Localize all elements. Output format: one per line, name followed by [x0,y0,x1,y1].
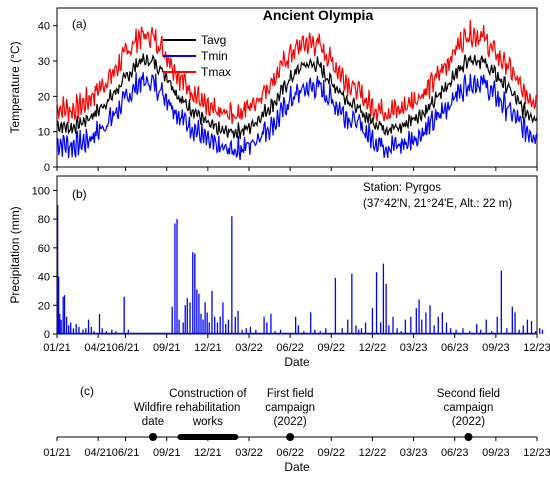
x-tick-label-c: 03/22 [235,447,263,459]
x-tick-label-b: 06/21 [112,342,140,354]
x-tick-label-b: 12/22 [359,342,387,354]
x-tick-label-c: 06/23 [441,447,469,459]
y-axis-title-b: Precipitation (mm) [8,206,22,303]
temperature-panel: 0 10 20 30 40 Temperature (°C) (a) Ancient Olym… [8,7,538,174]
y-tick-label-a: 20 [38,91,50,103]
timeline-panel: 01/21 04/21 06/21 09/21 12/21 03/22 06/22 09/22… [43,384,550,474]
panel-label-c: (c) [80,384,94,398]
series-line-tavg [56,53,538,140]
x-tick-label-c: 12/23 [523,447,550,459]
station-annotation: (37°42'N, 21°24'E, Alt.: 22 m) [363,198,512,210]
event-label: Construction of [169,388,247,400]
event-label: campaign [443,402,493,414]
event-marker [286,433,295,441]
x-tick-label-c: 09/23 [482,447,510,459]
event-label: (2022) [452,416,485,428]
x-tick-label-b: 09/23 [482,342,510,354]
y-tick-label-b: 0 [44,329,50,341]
x-tick-label-b: 06/23 [441,342,469,354]
series-line-tmax [56,20,538,125]
x-tick-label-b: 12/23 [523,342,550,354]
x-tick-label-b: 03/23 [400,342,428,354]
x-tick-label-c: 09/21 [153,447,181,459]
x-tick-label-c: 06/21 [112,447,140,459]
panel-label-b: (b) [72,187,87,201]
x-tick-label-b: 12/21 [194,342,222,354]
x-tick-label-c: 12/22 [359,447,387,459]
legend-label-tavg: Tavg [201,33,226,47]
panel-label-a: (a) [72,17,87,31]
x-tick-label-c: 12/21 [194,447,222,459]
x-tick-label-c: 03/23 [400,447,428,459]
y-tick-label-b: 60 [38,243,50,255]
x-tick-label-b: 06/22 [276,342,304,354]
x-tick-label-c: 06/22 [276,447,304,459]
y-tick-label-a: 40 [38,21,50,33]
y-tick-label-b: 40 [38,272,50,284]
event-label: Wildfire [134,402,172,414]
x-tick-label-b: 01/21 [43,342,71,354]
event-label: campaign [265,402,315,414]
y-axis-title-a: Temperature (°C) [8,41,22,133]
event-label: (2022) [274,416,307,428]
x-tick-label-b: 09/21 [153,342,181,354]
event-label: date [142,416,164,428]
y-tick-label-b: 20 [38,300,50,312]
x-tick-label-c: 01/21 [43,447,71,459]
x-tick-label-b: 03/22 [235,342,263,354]
series-line-tmin [56,72,538,161]
x-tick-label-c: 04/21 [84,447,112,459]
x-axis-title-c: Date [284,460,310,474]
event-label: works [192,416,223,428]
plot-frame-a [56,7,538,168]
y-tick-label-a: 0 [44,162,50,174]
station-annotation: Station: Pyrgos [363,182,441,194]
y-tick-label-b: 80 [38,214,50,226]
event-label: Second field [437,388,500,400]
event-label: rehabilitation [175,402,240,414]
precipitation-panel: 0 20 40 60 80 100 01/21 04/21 06/21 09/21 12/21 03/… [8,175,550,369]
event-marker [464,433,473,441]
x-tick-label-b: 09/22 [318,342,346,354]
chart-title: Ancient Olympia [263,7,374,23]
y-tick-label-a: 30 [38,56,50,68]
x-axis-title-b: Date [284,355,310,369]
event-marker [149,433,157,441]
legend-label-tmin: Tmin [201,49,228,63]
y-tick-label-a: 10 [38,127,50,139]
x-tick-label-c: 09/22 [318,447,346,459]
legend-label-tmax: Tmax [201,65,231,79]
event-label: First field [267,388,314,400]
y-tick-label-b: 100 [32,185,50,197]
x-tick-label-b: 04/21 [84,342,112,354]
